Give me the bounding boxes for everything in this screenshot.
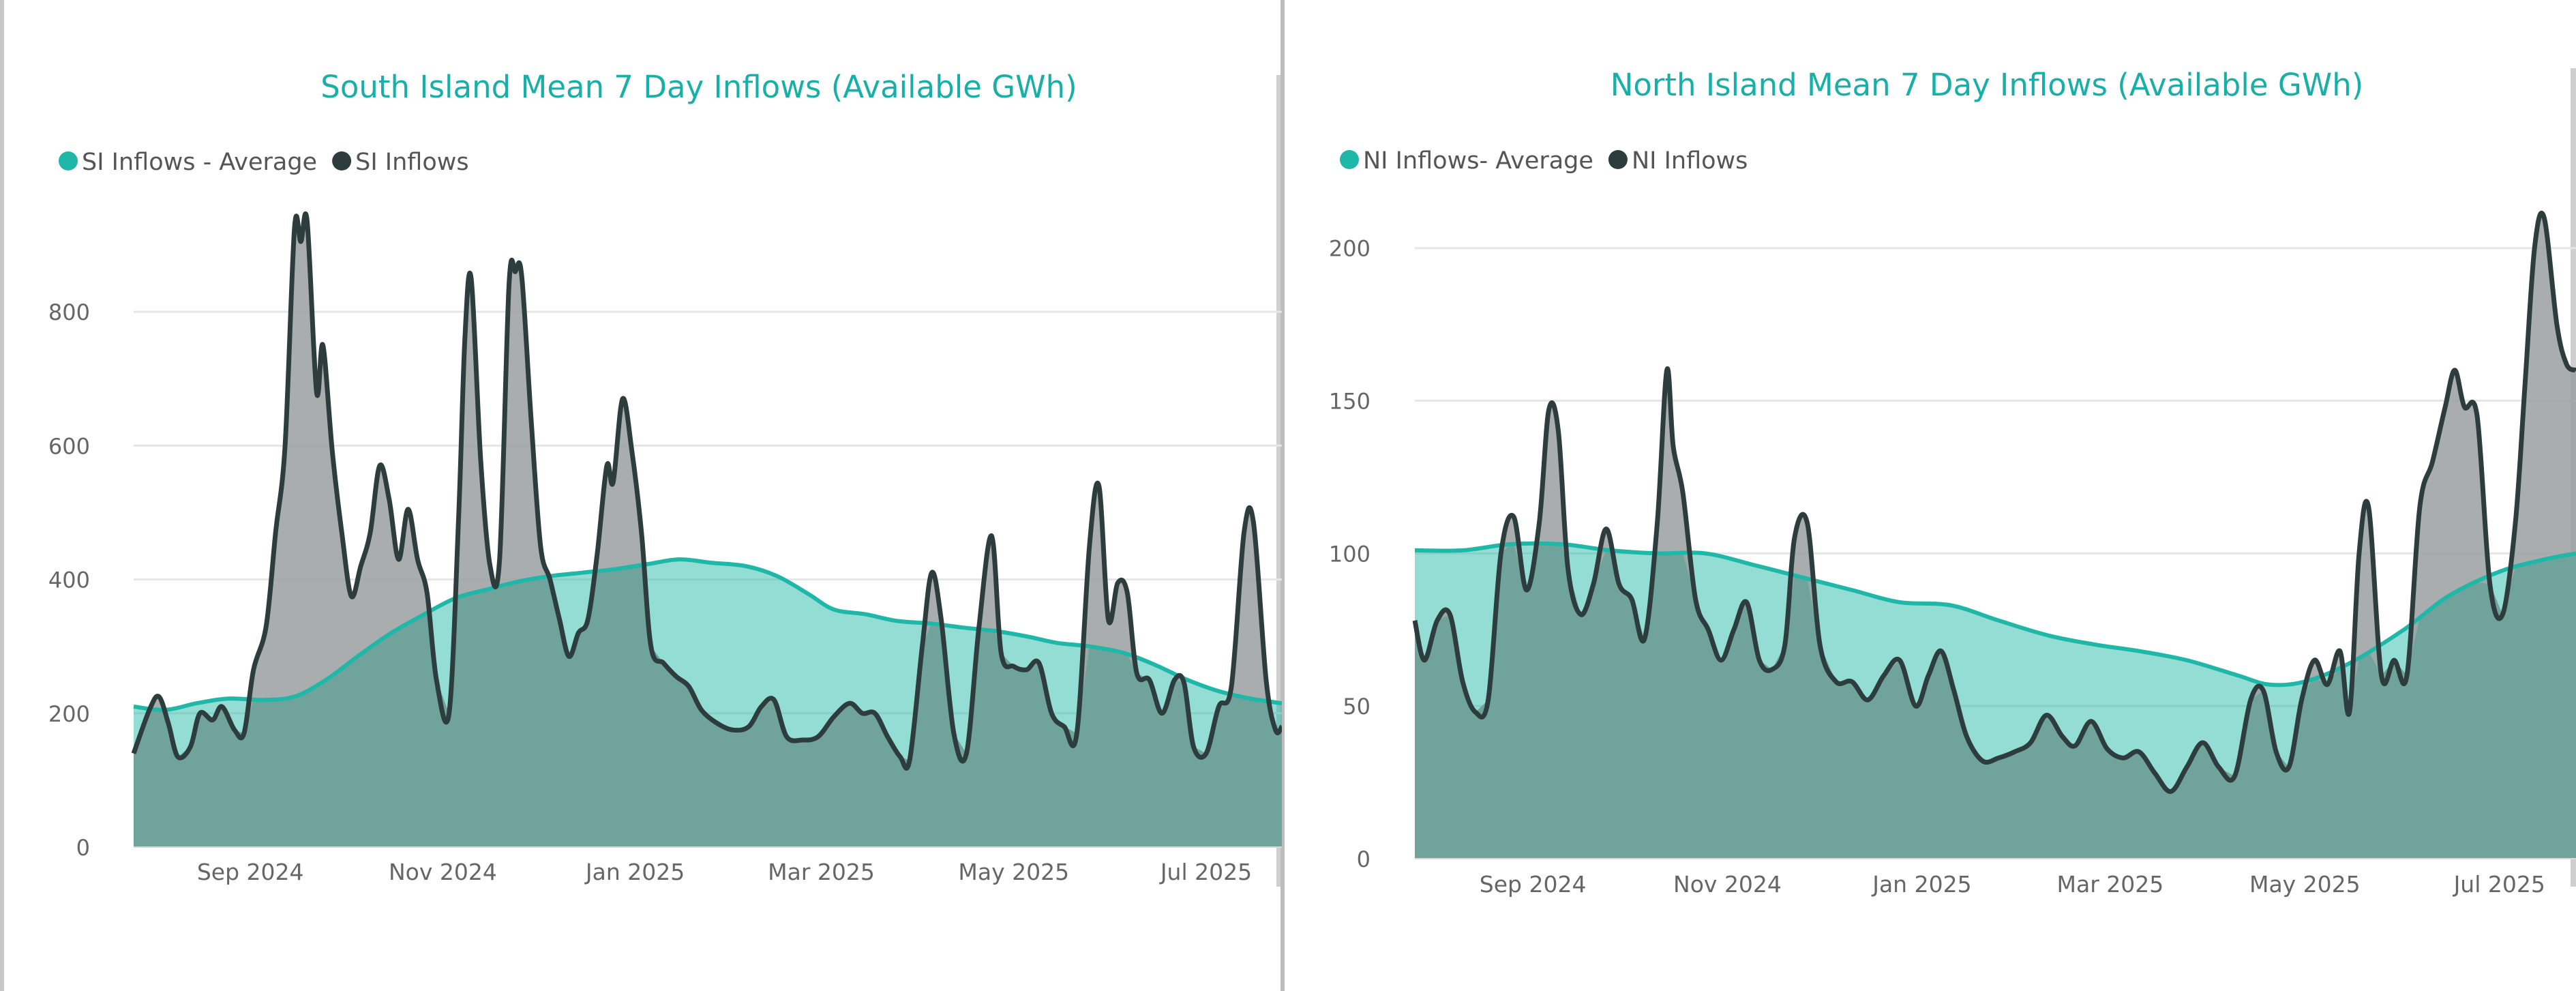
y-tick-label: 400 [48,567,90,593]
legend-marker-actual [332,151,352,171]
chart-title: South Island Mean 7 Day Inflows (Availab… [320,69,1077,105]
x-tick-label: Sep 2024 [1480,871,1587,898]
y-tick-label: 200 [48,701,90,727]
panel-divider-tick [1276,75,1280,887]
legend-label-average: NI Inflows- Average [1363,147,1593,175]
y-tick-label: 600 [48,433,90,459]
legend-marker-average [1340,150,1359,169]
x-tick-label: May 2025 [2249,871,2361,898]
x-tick-label: Mar 2025 [768,859,875,885]
plot-area [131,211,1282,847]
inflows-line [131,211,1282,771]
y-tick-label: 150 [1329,389,1371,415]
si-inflows-chart: South Island Mean 7 Day Inflows (Availab… [48,69,1282,885]
x-tick-label: Nov 2024 [389,859,497,885]
legend-label-average: SI Inflows - Average [82,149,317,176]
x-tick-label: Jul 2025 [1159,859,1252,885]
x-tick-label: Jan 2025 [584,859,685,885]
y-tick-label: 100 [1329,541,1371,567]
ni-inflows-chart: North Island Mean 7 Day Inflows (Availab… [1329,67,2576,898]
y-tick-label: 0 [1357,846,1371,872]
legend-label-actual: SI Inflows [355,149,469,176]
x-tick-label: Mar 2025 [2057,871,2164,898]
legend-marker-average [59,151,78,171]
legend-label-actual: NI Inflows [1632,147,1748,175]
y-tick-label: 800 [48,299,90,325]
plot-area [1412,211,2576,859]
chart-title: North Island Mean 7 Day Inflows (Availab… [1611,67,2364,103]
x-tick-label: Jul 2025 [2453,871,2545,898]
y-tick-label: 0 [76,835,90,861]
panel-divider [1280,0,1285,991]
panel-left-border [0,0,4,991]
legend-marker-actual [1608,150,1628,169]
x-tick-label: May 2025 [958,859,1069,885]
y-tick-label: 200 [1329,236,1371,262]
inflows-line [1412,211,2576,794]
y-tick-label: 50 [1343,694,1371,720]
average-line [133,557,1282,712]
x-tick-label: Jan 2025 [1871,871,1971,898]
overlap-area [134,565,1282,847]
x-tick-label: Nov 2024 [1673,871,1782,898]
x-tick-label: Sep 2024 [197,859,304,885]
